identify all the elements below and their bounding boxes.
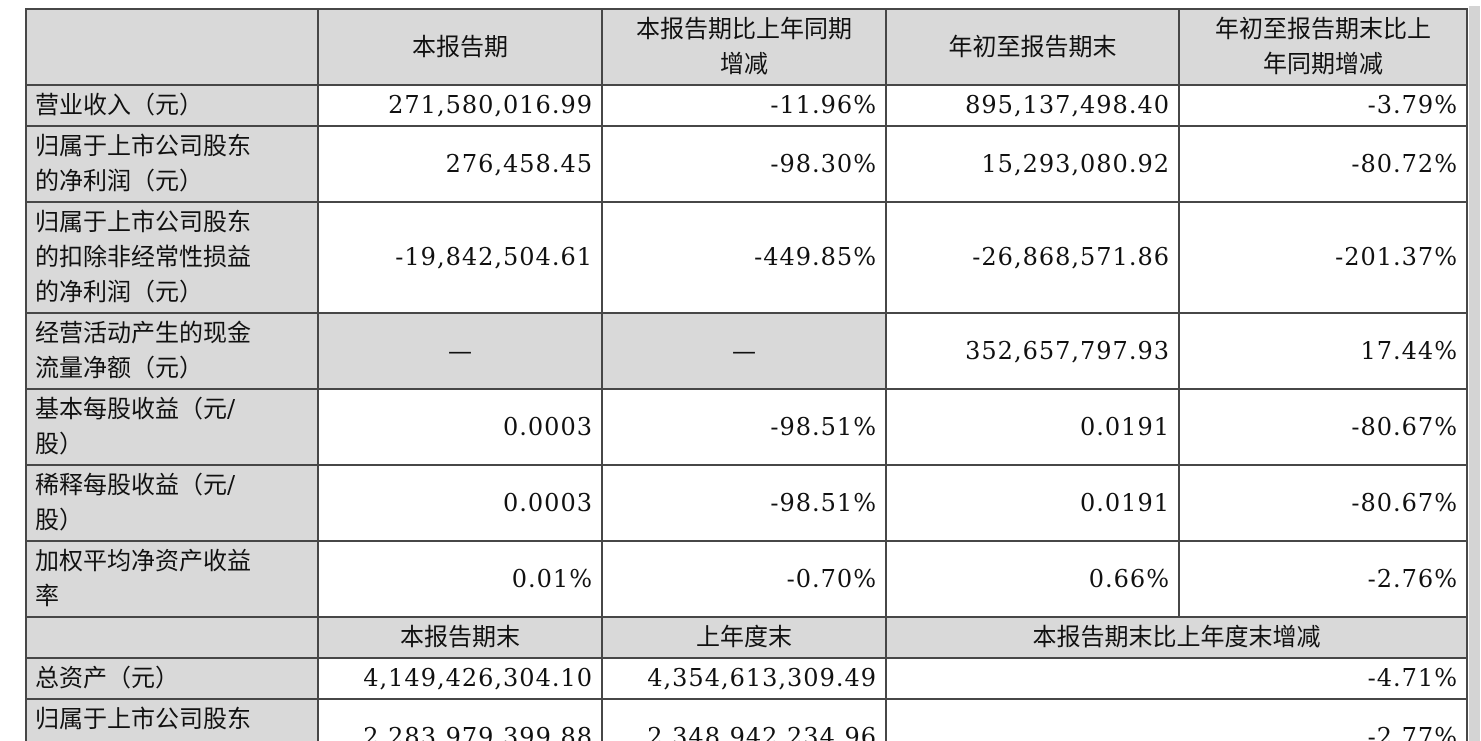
- row-label: 总资产（元）: [25, 657, 319, 700]
- cell-yoy-change: -449.85%: [601, 201, 887, 314]
- cell-ytd-yoy-change: 17.44%: [1178, 312, 1468, 390]
- row-label: 稀释每股收益（元/ 股）: [25, 464, 319, 542]
- cell-yoy-change-dash: —: [601, 312, 887, 390]
- cell-current-period: 0.0003: [317, 464, 603, 542]
- cell-current-period: -19,842,504.61: [317, 201, 603, 314]
- cell-ytd-yoy-change: -3.79%: [1178, 84, 1468, 127]
- cell-current-period: 276,458.45: [317, 125, 603, 203]
- table-row-equity-attributable-to-shareholders: 归属于上市公司股东 的所有者权益（元） 2,283,979,399.88 2,3…: [25, 698, 1468, 741]
- cell-ytd: 895,137,498.40: [885, 84, 1180, 127]
- row-label: 基本每股收益（元/ 股）: [25, 388, 319, 466]
- header-end-of-last-year: 上年度末: [601, 616, 887, 659]
- cell-yoy-change: -11.96%: [601, 84, 887, 127]
- header-empty-cell: [25, 616, 319, 659]
- row-label: 归属于上市公司股东 的所有者权益（元）: [25, 698, 319, 741]
- cell-end-of-period: 4,149,426,304.10: [317, 657, 603, 700]
- cell-yoy-change: -98.51%: [601, 464, 887, 542]
- financial-summary-table: 本报告期 本报告期比上年同期 增减 年初至报告期末 年初至报告期末比上 年同期增…: [25, 8, 1468, 741]
- table-row-operating-cash-flow: 经营活动产生的现金 流量净额（元） — — 352,657,797.93 17.…: [25, 312, 1468, 390]
- header-period-vs-last-year-change: 本报告期末比上年度末增减: [885, 616, 1468, 659]
- table-header-row-1: 本报告期 本报告期比上年同期 增减 年初至报告期末 年初至报告期末比上 年同期增…: [25, 8, 1468, 86]
- cell-ytd-yoy-change: -201.37%: [1178, 201, 1468, 314]
- row-label: 归属于上市公司股东 的净利润（元）: [25, 125, 319, 203]
- cell-current-period: 0.01%: [317, 540, 603, 618]
- row-label: 加权平均净资产收益 率: [25, 540, 319, 618]
- row-label: 营业收入（元）: [25, 84, 319, 127]
- header-current-period: 本报告期: [317, 8, 603, 86]
- table-row-net-profit: 归属于上市公司股东 的净利润（元） 276,458.45 -98.30% 15,…: [25, 125, 1468, 203]
- cell-end-of-last-year: 4,354,613,309.49: [601, 657, 887, 700]
- cell-current-period: 271,580,016.99: [317, 84, 603, 127]
- table-row-basic-eps: 基本每股收益（元/ 股） 0.0003 -98.51% 0.0191 -80.6…: [25, 388, 1468, 466]
- header-year-to-date-yoy-change: 年初至报告期末比上 年同期增减: [1178, 8, 1468, 86]
- table-row-total-assets: 总资产（元） 4,149,426,304.10 4,354,613,309.49…: [25, 657, 1468, 700]
- header-current-period-yoy-change: 本报告期比上年同期 增减: [601, 8, 887, 86]
- cell-ytd-yoy-change: -80.67%: [1178, 464, 1468, 542]
- table-row-weighted-avg-roe: 加权平均净资产收益 率 0.01% -0.70% 0.66% -2.76%: [25, 540, 1468, 618]
- header-empty-cell: [25, 8, 319, 86]
- cell-ytd: 0.0191: [885, 464, 1180, 542]
- row-label: 归属于上市公司股东 的扣除非经常性损益 的净利润（元）: [25, 201, 319, 314]
- cell-ytd: 352,657,797.93: [885, 312, 1180, 390]
- table-row-net-profit-excl-nonrecurring: 归属于上市公司股东 的扣除非经常性损益 的净利润（元） -19,842,504.…: [25, 201, 1468, 314]
- table-row-diluted-eps: 稀释每股收益（元/ 股） 0.0003 -98.51% 0.0191 -80.6…: [25, 464, 1468, 542]
- cell-ytd-yoy-change: -80.72%: [1178, 125, 1468, 203]
- cell-end-of-last-year: 2,348,942,234.96: [601, 698, 887, 741]
- header-year-to-date: 年初至报告期末: [885, 8, 1180, 86]
- cell-ytd: 0.0191: [885, 388, 1180, 466]
- cell-yoy-change: -98.51%: [601, 388, 887, 466]
- scrollbar[interactable]: [1469, 6, 1480, 741]
- cell-yoy-change: -98.30%: [601, 125, 887, 203]
- cell-ytd: 15,293,080.92: [885, 125, 1180, 203]
- cell-current-period: 0.0003: [317, 388, 603, 466]
- row-label: 经营活动产生的现金 流量净额（元）: [25, 312, 319, 390]
- table-row-operating-revenue: 营业收入（元） 271,580,016.99 -11.96% 895,137,4…: [25, 84, 1468, 127]
- cell-ytd-yoy-change: -2.76%: [1178, 540, 1468, 618]
- cell-change: -2.77%: [885, 698, 1468, 741]
- header-end-of-period: 本报告期末: [317, 616, 603, 659]
- cell-ytd: 0.66%: [885, 540, 1180, 618]
- cell-ytd-yoy-change: -80.67%: [1178, 388, 1468, 466]
- table-header-row-2: 本报告期末 上年度末 本报告期末比上年度末增减: [25, 616, 1468, 659]
- cell-current-period-dash: —: [317, 312, 603, 390]
- cell-ytd: -26,868,571.86: [885, 201, 1180, 314]
- cell-end-of-period: 2,283,979,399.88: [317, 698, 603, 741]
- cell-change: -4.71%: [885, 657, 1468, 700]
- cell-yoy-change: -0.70%: [601, 540, 887, 618]
